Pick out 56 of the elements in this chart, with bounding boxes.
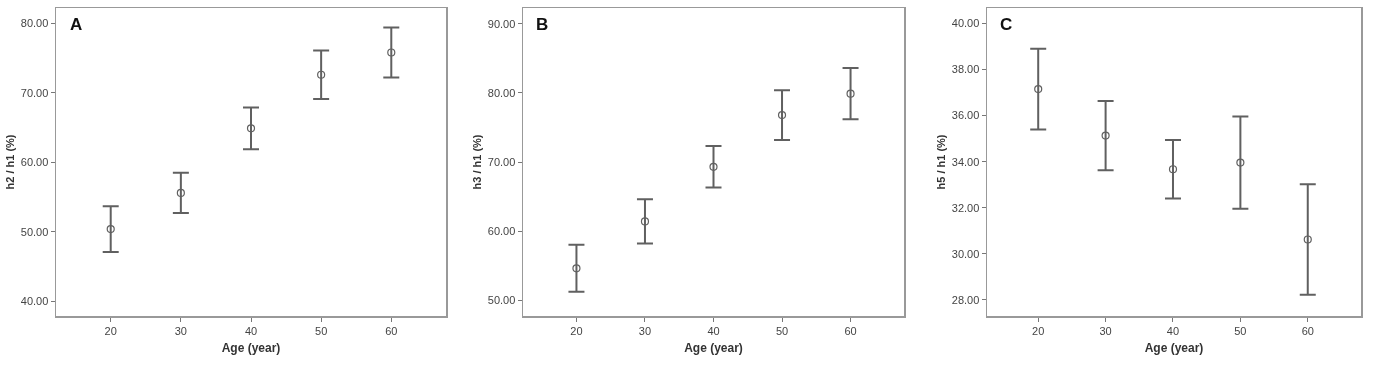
x-tick-label: 60 — [385, 324, 398, 337]
x-tick-label: 40 — [244, 324, 258, 337]
x-tick-label: 30 — [1099, 324, 1112, 337]
point — [317, 70, 326, 79]
y-tick-label: 60.00 — [20, 156, 49, 169]
y-tick-label: 40.00 — [20, 295, 49, 308]
y-tick-label: 36.00 — [951, 109, 980, 122]
x-axis-title: Age (year) — [1144, 341, 1204, 356]
point — [1303, 235, 1312, 244]
point — [640, 217, 650, 226]
y-tick-label: 50.00 — [487, 293, 516, 306]
y-tick-label: 32.00 — [951, 201, 980, 214]
point — [777, 110, 787, 120]
x-tick-label: 40 — [1166, 324, 1180, 337]
x-tick-label: 30 — [174, 324, 187, 337]
x-tick-label: 50 — [775, 324, 789, 337]
y-tick-label: 34.00 — [951, 155, 980, 168]
point — [1034, 84, 1043, 94]
point — [1101, 131, 1110, 140]
point — [387, 48, 396, 57]
x-tick-label: 50 — [1234, 324, 1247, 337]
point — [176, 188, 185, 198]
point — [246, 124, 256, 133]
y-axis-title: h2 / h1 (%) — [3, 134, 16, 190]
y-tick-label: 80.00 — [487, 86, 516, 99]
x-tick-label: 40 — [707, 324, 720, 337]
y-tick-label: 50.00 — [20, 225, 49, 238]
x-tick-label: 20 — [570, 324, 583, 337]
point — [1236, 158, 1245, 167]
y-tick-label: 90.00 — [487, 17, 516, 30]
point — [1168, 165, 1178, 174]
point — [709, 162, 718, 171]
y-tick-label: 70.00 — [487, 155, 516, 168]
x-axis-title: Age (year) — [684, 341, 743, 356]
annotation: C — [1000, 15, 1013, 34]
annotation: B — [536, 15, 549, 34]
point — [572, 264, 581, 273]
y-tick-label: 28.00 — [951, 293, 980, 306]
y-tick-label: 40.00 — [951, 17, 980, 30]
x-axis-title: Age (year) — [221, 341, 281, 356]
point — [106, 224, 115, 234]
y-tick-label: 38.00 — [951, 63, 980, 76]
y-axis-title: h5 / h1 (%) — [934, 134, 947, 190]
point — [846, 89, 855, 98]
x-tick-label: 50 — [315, 324, 328, 337]
x-tick-label: 20 — [104, 324, 117, 337]
y-tick-label: 30.00 — [951, 247, 980, 260]
y-tick-label: 70.00 — [20, 86, 49, 99]
x-tick-label: 30 — [638, 324, 652, 337]
annotation: A — [70, 15, 83, 34]
x-tick-label: 60 — [844, 324, 857, 337]
y-tick-label: 60.00 — [487, 224, 516, 237]
y-axis-title: h3 / h1 (%) — [470, 134, 483, 190]
y-tick-label: 80.00 — [20, 17, 49, 30]
x-tick-label: 20 — [1032, 324, 1045, 337]
x-tick-label: 60 — [1301, 324, 1314, 337]
